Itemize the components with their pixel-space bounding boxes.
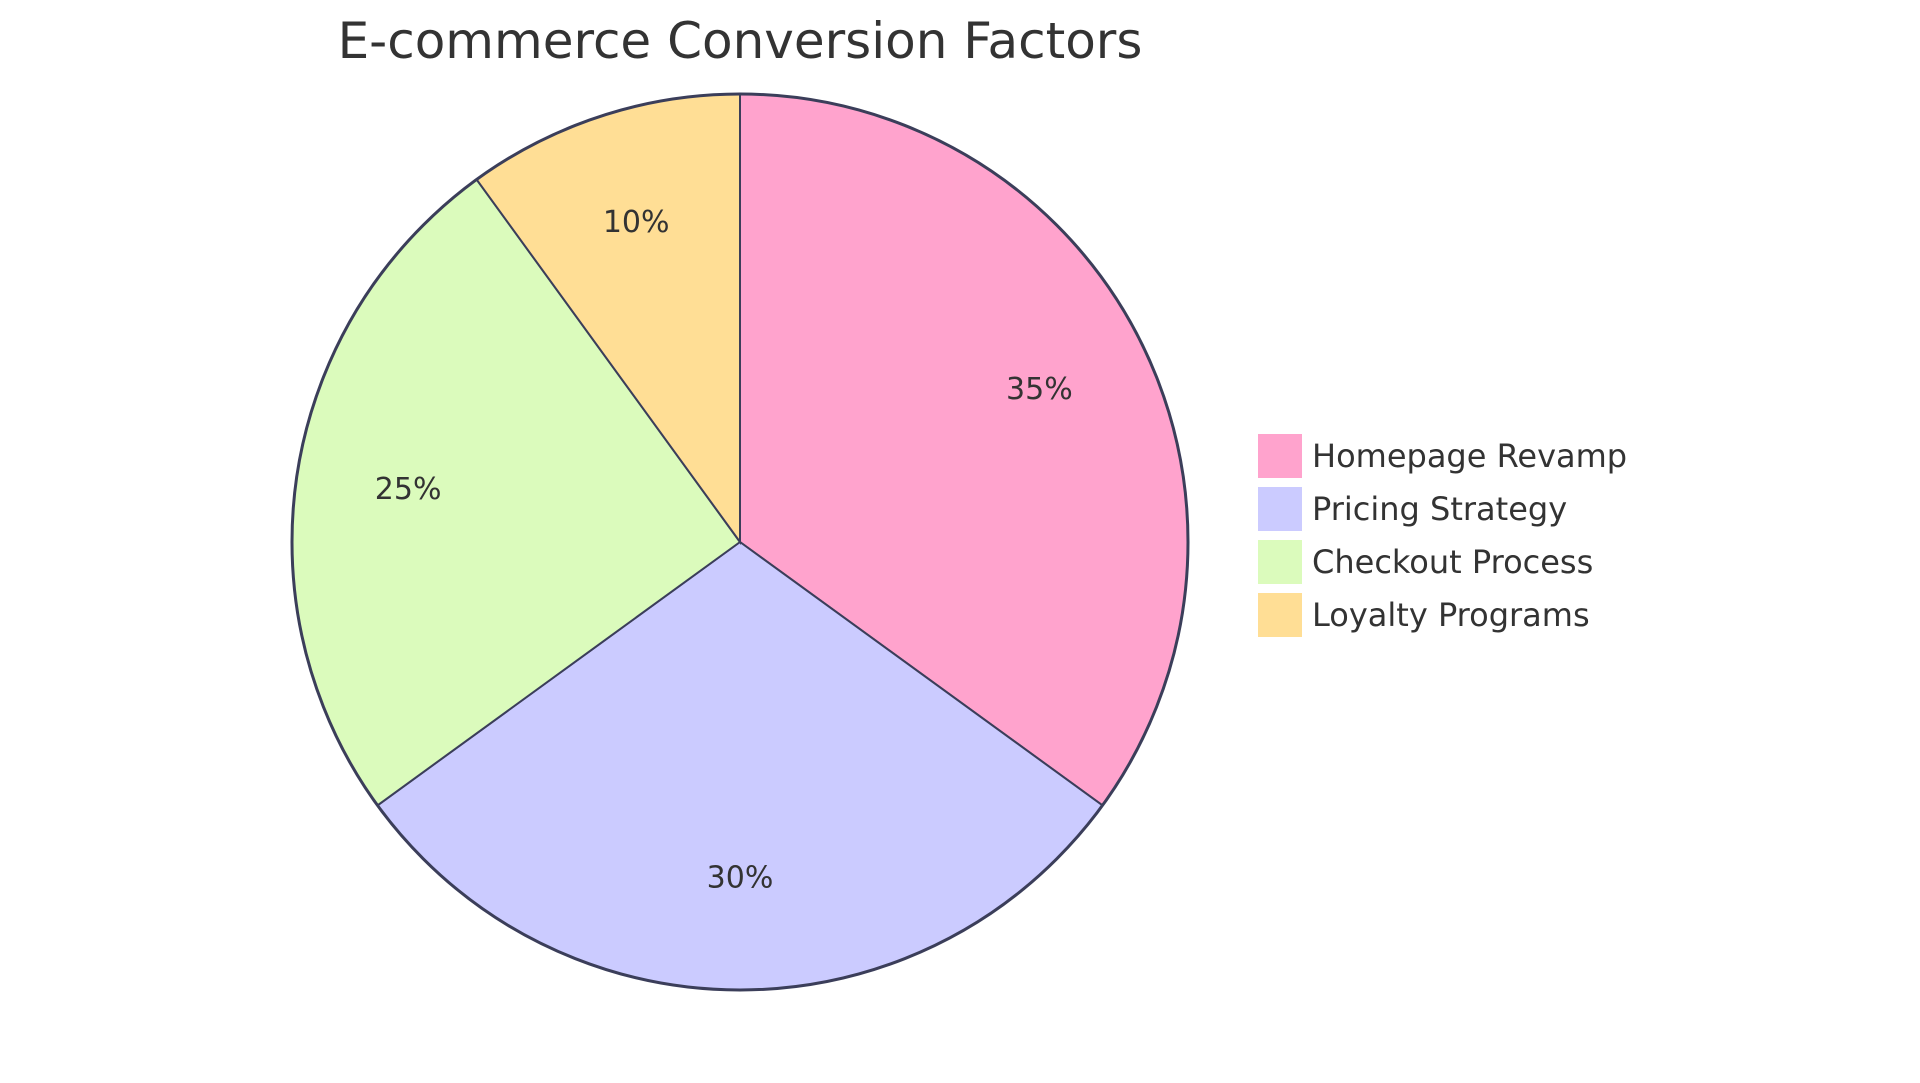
legend-swatch-pricing-strategy: [1258, 487, 1302, 531]
legend: Homepage Revamp Pricing Strategy Checkout …: [1258, 434, 1627, 637]
legend-label-loyalty-programs: Loyalty Programs: [1312, 596, 1590, 634]
legend-label-checkout-process: Checkout Process: [1312, 543, 1593, 581]
chart-title: E-commerce Conversion Factors: [338, 12, 1143, 70]
legend-label-homepage-revamp: Homepage Revamp: [1312, 437, 1627, 475]
pie-outline: [290, 92, 1190, 992]
slice-label-homepage-revamp: 35%: [1006, 372, 1073, 407]
legend-swatch-loyalty-programs: [1258, 593, 1302, 637]
slice-label-loyalty-programs: 10%: [603, 205, 670, 240]
legend-swatch-homepage-revamp: [1258, 434, 1302, 478]
legend-label-pricing-strategy: Pricing Strategy: [1312, 490, 1567, 528]
slice-label-checkout-process: 25%: [375, 472, 442, 507]
slice-label-pricing-strategy: 30%: [707, 861, 774, 896]
legend-swatch-checkout-process: [1258, 540, 1302, 584]
pie-slices: [290, 92, 1190, 992]
pie-slice-labels: 35% 30% 25% 10%: [375, 205, 1073, 896]
